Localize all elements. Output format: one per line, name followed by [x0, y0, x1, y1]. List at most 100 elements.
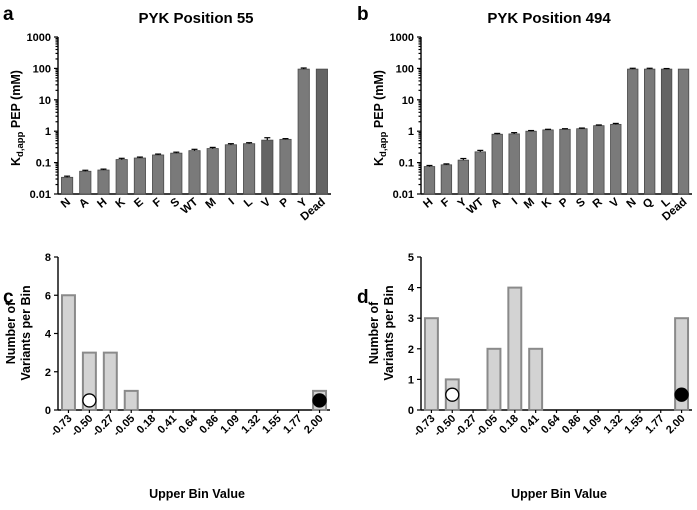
x-tick-label: -0.27: [90, 413, 116, 439]
bar-WT: [474, 151, 486, 195]
marker-open: [82, 393, 97, 408]
x-tick-label: K: [114, 196, 129, 211]
y-tick-label: 2: [408, 344, 414, 356]
bar-P: [559, 128, 571, 195]
x-tick-label: 0.64: [176, 412, 200, 436]
y-tick-label: 1: [45, 126, 51, 138]
x-tick-label: WT: [179, 196, 200, 217]
bar-M: [206, 148, 219, 195]
x-tick-label: WT: [465, 196, 486, 217]
x-tick-label: A: [489, 196, 503, 211]
y-axis-label-main: K: [9, 157, 23, 166]
y-axis-label-rest: PEP (mM): [9, 70, 23, 132]
x-tick-label: 1.77: [643, 413, 667, 437]
x-tick-label: V: [260, 196, 274, 210]
y-tick-label: 1000: [390, 32, 414, 44]
panel-b: b PYK Position 494 0.01 0.1 1 10 100 1000 Kd,app…: [357, 4, 692, 223]
bar-N: [627, 68, 639, 195]
x-tick-label: 1.55: [622, 413, 646, 437]
panel-letter-c: c: [3, 287, 14, 308]
bar-A: [491, 133, 503, 195]
y-tick-label: 0: [45, 405, 51, 417]
y-axis-label-line2: Variants per Bin: [382, 285, 396, 380]
y-tick-label: 2: [45, 367, 51, 379]
y-tick-label: 4: [45, 329, 52, 341]
bar-R: [593, 125, 605, 195]
x-tick-label: 2.00: [302, 413, 326, 437]
y-tick-label: 8: [45, 252, 51, 264]
y-axis-label: Kd,app PEP (mM): [9, 70, 26, 166]
bar-I: [508, 133, 520, 195]
x-tick-label: 1.77: [281, 413, 305, 437]
y-axis-label-subscript: d,app: [378, 131, 389, 157]
bar-L: [243, 143, 256, 195]
chart-title: PYK Position 55: [138, 10, 253, 27]
bar-H: [97, 169, 110, 195]
x-tick-label: 1.32: [239, 413, 263, 437]
x-tick-label: N: [625, 196, 639, 211]
bar-F: [440, 164, 453, 195]
x-tick-label: -0.27: [453, 413, 479, 439]
y-axis-label-rest: PEP (mM): [372, 70, 386, 132]
bar-A: [79, 170, 92, 195]
panel-c: c 0 2 4 6 8 Number of Variants per Bin -0.73-0.5…: [3, 252, 330, 501]
x-tick-label: -0.73: [48, 413, 74, 439]
y-axis-label-line2: Variants per Bin: [19, 285, 33, 380]
bar--0.27: [102, 351, 118, 411]
y-tick-label: 10: [39, 95, 51, 107]
y-tick-label: 100: [33, 63, 51, 75]
x-tick-label: L: [242, 196, 255, 210]
x-tick-label: A: [77, 196, 91, 211]
y-tick-label: 10: [402, 95, 414, 107]
bar-P: [279, 138, 292, 195]
marker-filled: [312, 393, 327, 408]
x-tick-label: F: [151, 196, 164, 210]
chart-title: PYK Position 494: [487, 10, 611, 27]
bar-0.41: [528, 347, 544, 411]
bar-V: [610, 123, 622, 195]
y-tick-label: 0.1: [399, 158, 414, 170]
x-tick-label: -0.50: [69, 413, 95, 439]
bar-V: [261, 139, 274, 195]
y-tick-label: 100: [396, 63, 414, 75]
y-axis-label-subscript: d,app: [15, 131, 26, 157]
bar-H: [423, 166, 436, 195]
bar-K: [542, 129, 554, 195]
panel-letter-d: d: [357, 287, 369, 308]
y-tick-label: 1000: [27, 32, 51, 44]
bar-WT: [188, 150, 201, 195]
bar-F: [152, 154, 165, 195]
x-tick-label: 1.32: [602, 413, 626, 437]
x-tick-label: 0.18: [135, 413, 159, 437]
y-tick-label: 4: [408, 283, 415, 295]
bar-Y: [297, 68, 310, 195]
x-tick-label: 0.86: [560, 413, 584, 437]
x-tick-label: I: [510, 196, 520, 207]
y-axis-label: Kd,app PEP (mM): [372, 70, 389, 166]
bar-E: [133, 157, 146, 195]
panel-letter-b: b: [357, 4, 369, 25]
y-axis-label-main: K: [372, 157, 386, 166]
x-tick-label: N: [59, 196, 73, 211]
bar-Dead: [677, 68, 690, 195]
y-tick-label: 0.1: [36, 158, 51, 170]
bar-L: [660, 68, 673, 195]
bar-I: [224, 144, 237, 195]
bar-Dead: [315, 68, 328, 195]
x-tick-label: -0.50: [432, 413, 458, 439]
x-tick-label: V: [608, 196, 622, 210]
y-tick-label: 0.01: [30, 189, 51, 201]
y-tick-label: 6: [45, 290, 51, 302]
x-tick-label: -0.73: [411, 413, 437, 439]
x-tick-label: F: [439, 196, 452, 210]
x-tick-label: R: [591, 196, 606, 211]
y-tick-label: 3: [408, 313, 414, 325]
x-tick-label: H: [421, 196, 435, 211]
x-tick-label: 0.64: [539, 412, 563, 436]
x-tick-label: -0.05: [111, 413, 137, 439]
bar-S: [170, 152, 183, 195]
bar-S: [576, 128, 588, 195]
x-tick-label: -0.05: [474, 413, 500, 439]
